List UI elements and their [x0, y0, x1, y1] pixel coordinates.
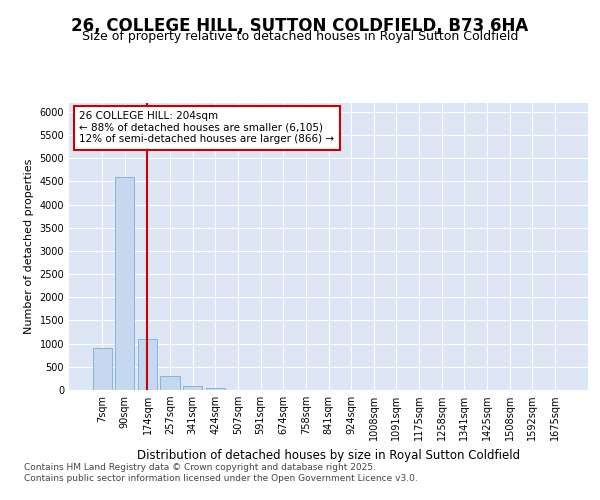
- Bar: [160, 376, 180, 390]
- Text: Contains public sector information licensed under the Open Government Licence v3: Contains public sector information licen…: [24, 474, 418, 483]
- Text: 26, COLLEGE HILL, SUTTON COLDFIELD, B73 6HA: 26, COLLEGE HILL, SUTTON COLDFIELD, B73 …: [71, 18, 529, 36]
- Bar: [92, 348, 112, 390]
- Bar: [138, 340, 157, 390]
- Bar: [115, 176, 134, 390]
- Bar: [206, 388, 225, 390]
- Bar: [183, 386, 202, 390]
- X-axis label: Distribution of detached houses by size in Royal Sutton Coldfield: Distribution of detached houses by size …: [137, 448, 520, 462]
- Text: Contains HM Land Registry data © Crown copyright and database right 2025.: Contains HM Land Registry data © Crown c…: [24, 462, 376, 471]
- Text: 26 COLLEGE HILL: 204sqm
← 88% of detached houses are smaller (6,105)
12% of semi: 26 COLLEGE HILL: 204sqm ← 88% of detache…: [79, 111, 335, 144]
- Text: Size of property relative to detached houses in Royal Sutton Coldfield: Size of property relative to detached ho…: [82, 30, 518, 43]
- Y-axis label: Number of detached properties: Number of detached properties: [24, 158, 34, 334]
